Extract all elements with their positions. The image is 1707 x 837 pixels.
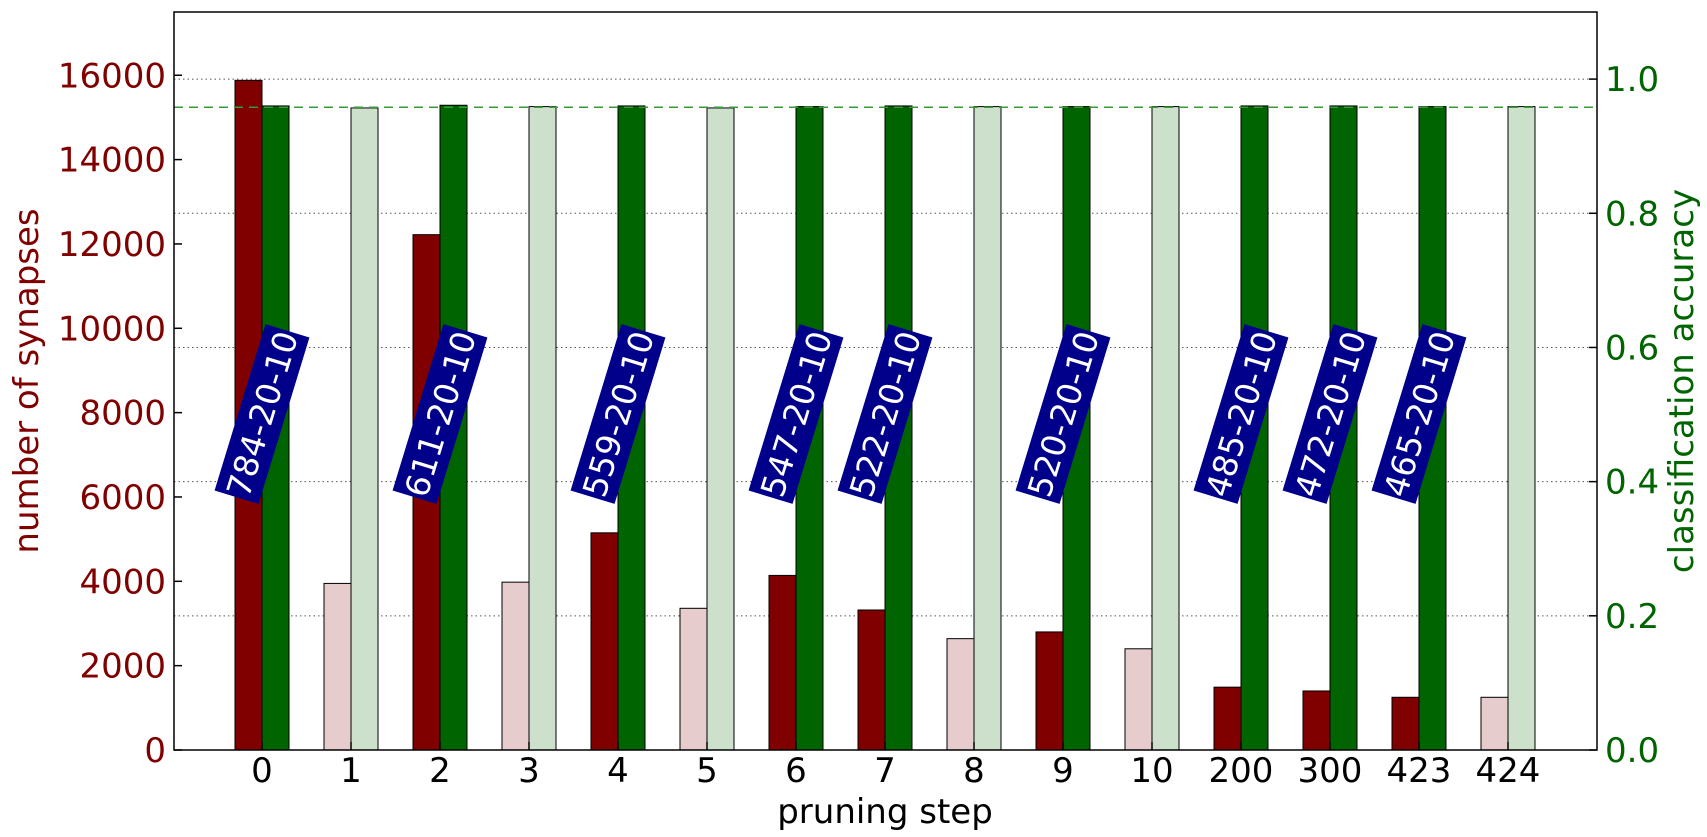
x-tick-label: 300 <box>1298 751 1363 791</box>
x-tick-label: 200 <box>1209 751 1274 791</box>
right-tick-label: 0.8 <box>1605 194 1659 234</box>
bar-accuracy-3 <box>528 106 557 751</box>
bar-synapses-5 <box>679 607 708 751</box>
x-tick-label: 9 <box>1052 751 1074 791</box>
annotation-box <box>1282 324 1378 504</box>
right-tick-label: 1.0 <box>1605 60 1659 100</box>
annotation-box <box>1371 324 1467 504</box>
left-axis-label: number of synapses <box>7 208 47 553</box>
annotation-box <box>1193 324 1289 504</box>
x-tick-label: 423 <box>1387 751 1452 791</box>
bar-synapses-300 <box>1302 690 1331 751</box>
right-tick-label: 0.2 <box>1605 597 1659 637</box>
annotation-box <box>837 324 933 504</box>
bar-accuracy-5 <box>706 107 735 751</box>
bar-synapses-7 <box>857 609 886 751</box>
left-tick-label: 8000 <box>79 394 166 434</box>
right-tick-label: 0.4 <box>1605 463 1659 503</box>
x-tick-label: 10 <box>1130 751 1173 791</box>
bar-synapses-10 <box>1124 648 1153 751</box>
x-tick-label: 6 <box>785 751 807 791</box>
annotation-box <box>392 324 488 504</box>
left-tick-label: 14000 <box>58 141 166 181</box>
bar-accuracy-8 <box>973 106 1002 751</box>
x-tick-label: 5 <box>696 751 718 791</box>
annotation-box <box>748 324 844 504</box>
annotation-box <box>1015 324 1111 504</box>
bar-synapses-1 <box>323 582 352 751</box>
bar-synapses-200 <box>1213 686 1242 751</box>
left-tick-label: 10000 <box>58 309 166 349</box>
left-tick-label: 16000 <box>58 56 166 96</box>
x-tick-label: 424 <box>1476 751 1541 791</box>
left-tick-label: 0 <box>144 731 166 771</box>
x-tick-label: 2 <box>429 751 451 791</box>
right-axis: 0.0 0.2 0.4 0.6 0.8 1.0 <box>1589 60 1659 771</box>
x-tick-label: 0 <box>251 751 273 791</box>
right-tick-label: 0.6 <box>1605 328 1659 368</box>
left-axis: 0 2000 4000 6000 8000 10000 12000 14000 16000 <box>58 56 182 771</box>
left-tick-label: 4000 <box>79 562 166 602</box>
bar-synapses-3 <box>501 581 530 751</box>
bar-synapses-4 <box>590 532 619 751</box>
right-axis-label: classification accuracy <box>1662 189 1702 573</box>
annotation-box <box>214 324 310 504</box>
bar-accuracy-10 <box>1151 106 1180 751</box>
bar-synapses-8 <box>946 638 975 751</box>
annotation-box <box>570 324 666 504</box>
x-tick-label: 1 <box>340 751 362 791</box>
left-tick-label: 6000 <box>79 478 166 518</box>
x-tick-label: 3 <box>518 751 540 791</box>
x-tick-label: 7 <box>874 751 896 791</box>
x-tick-label: 4 <box>607 751 629 791</box>
bar-synapses-6 <box>768 574 797 751</box>
left-tick-label: 2000 <box>79 647 166 687</box>
left-tick-label: 12000 <box>58 225 166 265</box>
x-axis: 0 1 2 3 4 5 6 7 8 9 10 200 300 423 424 <box>251 742 1540 791</box>
x-axis-label: pruning step <box>777 792 993 832</box>
bar-accuracy-1 <box>350 107 379 751</box>
bar-synapses-423 <box>1391 696 1420 751</box>
right-tick-label: 0.0 <box>1605 731 1659 771</box>
x-tick-label: 8 <box>963 751 985 791</box>
bar-accuracy-424 <box>1507 106 1536 751</box>
bar-synapses-424 <box>1480 696 1509 751</box>
bar-synapses-9 <box>1035 631 1064 751</box>
